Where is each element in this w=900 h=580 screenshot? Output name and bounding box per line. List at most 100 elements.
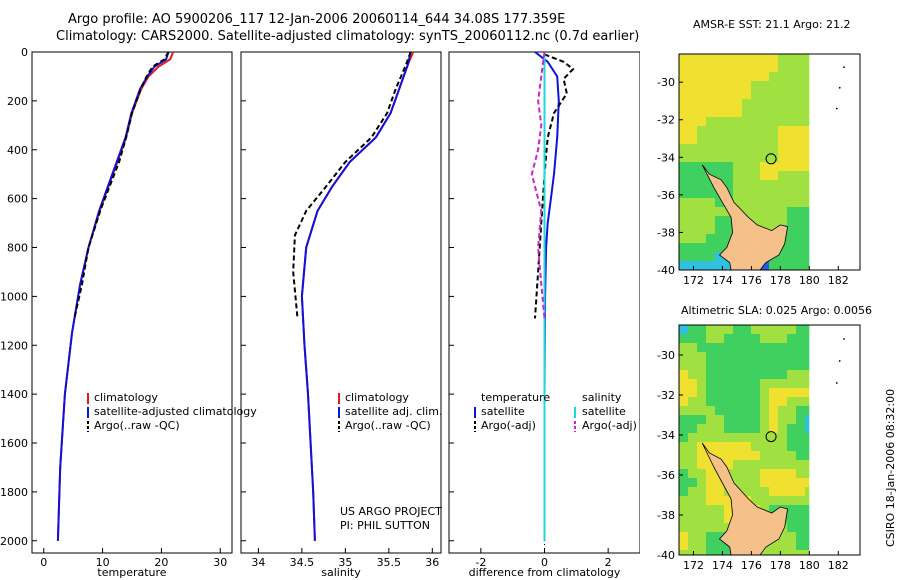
xtick-label: 35 <box>338 556 352 569</box>
map-cell <box>742 135 751 144</box>
map-cell <box>751 424 760 433</box>
map-cell <box>688 63 697 72</box>
ytick-label: 1000 <box>0 290 28 303</box>
map-ytick-label: -32 <box>657 389 675 402</box>
map-cell <box>715 388 724 397</box>
map-cell <box>706 144 715 153</box>
map-cell <box>751 343 760 352</box>
map-cell <box>733 469 742 478</box>
map-cell <box>769 415 778 424</box>
map-cell <box>688 460 697 469</box>
map-cell <box>751 397 760 406</box>
map-cell <box>751 81 760 90</box>
map-cell <box>778 81 787 90</box>
map-cell <box>787 198 796 207</box>
map-cell <box>760 108 769 117</box>
map-cell <box>805 117 810 126</box>
map-cell <box>706 460 715 469</box>
map-cell <box>688 144 697 153</box>
map-cell <box>787 352 796 361</box>
map-cell <box>679 108 688 117</box>
map-xtick-label: 176 <box>741 559 762 572</box>
map-cell <box>706 325 715 334</box>
map-cell <box>796 523 805 532</box>
project-note: US ARGO PROJECT <box>340 505 442 518</box>
map-cell <box>742 171 751 180</box>
ytick-label: 1600 <box>0 437 28 450</box>
legend2-satellite: satellite adj. clim. <box>345 405 443 418</box>
map-cell <box>706 523 715 532</box>
map-cell <box>796 334 805 343</box>
map-cell <box>679 496 688 505</box>
xtick-label: 36 <box>425 556 439 569</box>
series-line-satellite-adj-clim- <box>300 51 412 541</box>
map-cell <box>805 81 810 90</box>
map-cell <box>724 379 733 388</box>
map-cell <box>805 72 810 81</box>
map-cell <box>715 252 724 261</box>
map-cell <box>796 469 805 478</box>
map-cell <box>706 487 715 496</box>
map-cell <box>778 424 787 433</box>
ytick-label: 1200 <box>0 339 28 352</box>
map-cell <box>706 370 715 379</box>
map-cell <box>715 424 724 433</box>
map-cell <box>715 90 724 99</box>
map-cell <box>679 117 688 126</box>
map-cell <box>787 478 796 487</box>
xtick-label: 30 <box>213 556 227 569</box>
map-cell <box>796 135 805 144</box>
map-cell <box>688 343 697 352</box>
map-cell <box>742 325 751 334</box>
map-cell <box>733 334 742 343</box>
map-cell <box>706 343 715 352</box>
map-cell <box>778 361 787 370</box>
map-cell <box>796 505 805 514</box>
map-cell <box>805 261 810 270</box>
map-cell <box>715 225 724 234</box>
map-cell <box>769 81 778 90</box>
map-cell <box>769 325 778 334</box>
map-cell <box>796 126 805 135</box>
map-cell <box>778 63 787 72</box>
ytick-label: 400 <box>7 144 28 157</box>
map-cell <box>751 406 760 415</box>
map-cell <box>796 99 805 108</box>
map-cell <box>796 90 805 99</box>
map-cell <box>805 216 810 225</box>
map-cell <box>715 406 724 415</box>
map-cell <box>724 225 733 234</box>
map-cell <box>796 144 805 153</box>
map-cell <box>778 54 787 63</box>
map-cell <box>778 325 787 334</box>
legend-satellite: satellite-adjusted climatology <box>94 405 257 418</box>
map-cell <box>742 180 751 189</box>
map-cell <box>688 99 697 108</box>
map-cell <box>733 379 742 388</box>
map-cell <box>679 198 688 207</box>
map-cell <box>715 487 724 496</box>
map-cell <box>787 171 796 180</box>
map-cell <box>742 433 751 442</box>
xtick-label: 20 <box>154 556 168 569</box>
legend3-sal-argo: Argo(-adj) <box>582 419 637 432</box>
map-cell <box>715 153 724 162</box>
map-cell <box>796 198 805 207</box>
map-cell <box>796 541 805 550</box>
map-cell <box>688 532 697 541</box>
map-cell <box>715 478 724 487</box>
map-cell <box>751 361 760 370</box>
map-cell <box>724 117 733 126</box>
map-cell <box>760 54 769 63</box>
map-cell <box>805 234 810 243</box>
map-cell <box>796 252 805 261</box>
map-cell <box>769 379 778 388</box>
map-cell <box>715 433 724 442</box>
map-cell <box>733 370 742 379</box>
map-cell <box>751 171 760 180</box>
argo-float-marker <box>765 153 777 165</box>
map-cell <box>760 334 769 343</box>
map-cell <box>706 117 715 126</box>
map-cell <box>715 550 724 555</box>
map-cell <box>733 406 742 415</box>
